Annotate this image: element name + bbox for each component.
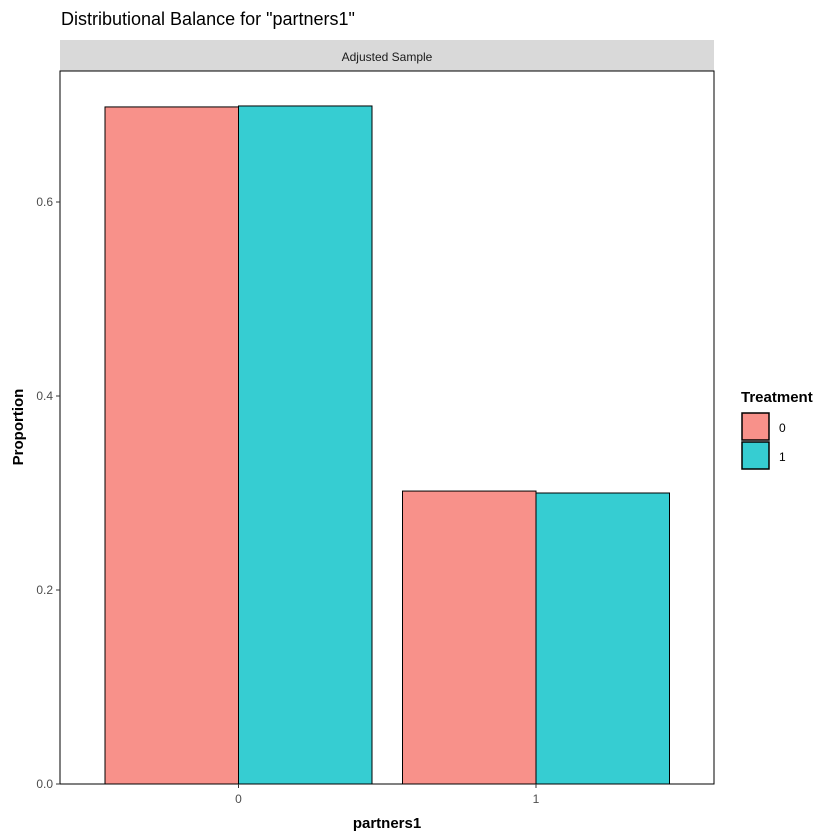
chart-title: Distributional Balance for "partners1": [61, 9, 355, 29]
bar-cat1-treat0: [402, 490, 537, 785]
y-tick-label: 0.4: [36, 389, 53, 403]
bars-layer: [104, 105, 670, 785]
y-axis: 0.0 0.2 0.4 0.6: [36, 195, 60, 791]
y-tick-label: 0.2: [36, 583, 53, 597]
y-tick-label: 0.0: [36, 777, 53, 791]
facet-strip: [60, 40, 714, 71]
x-tick-label: 1: [533, 792, 540, 806]
x-tick-label: 0: [235, 792, 242, 806]
legend-key-0: [741, 412, 770, 441]
legend-title: Treatment: [741, 389, 813, 406]
x-axis-title: partners1: [353, 815, 421, 832]
legend: Treatment 0 1: [741, 389, 813, 470]
bar-cat1-treat1: [535, 492, 670, 785]
bar-cat0-treat0: [104, 106, 239, 785]
facet-strip-label: Adjusted Sample: [342, 50, 433, 64]
y-tick-label: 0.6: [36, 195, 53, 209]
legend-key-1: [741, 441, 770, 470]
bar-cat0-treat1: [238, 105, 373, 785]
legend-label-0: 0: [779, 421, 786, 435]
legend-label-1: 1: [779, 450, 786, 464]
y-axis-title: Proportion: [10, 389, 27, 466]
